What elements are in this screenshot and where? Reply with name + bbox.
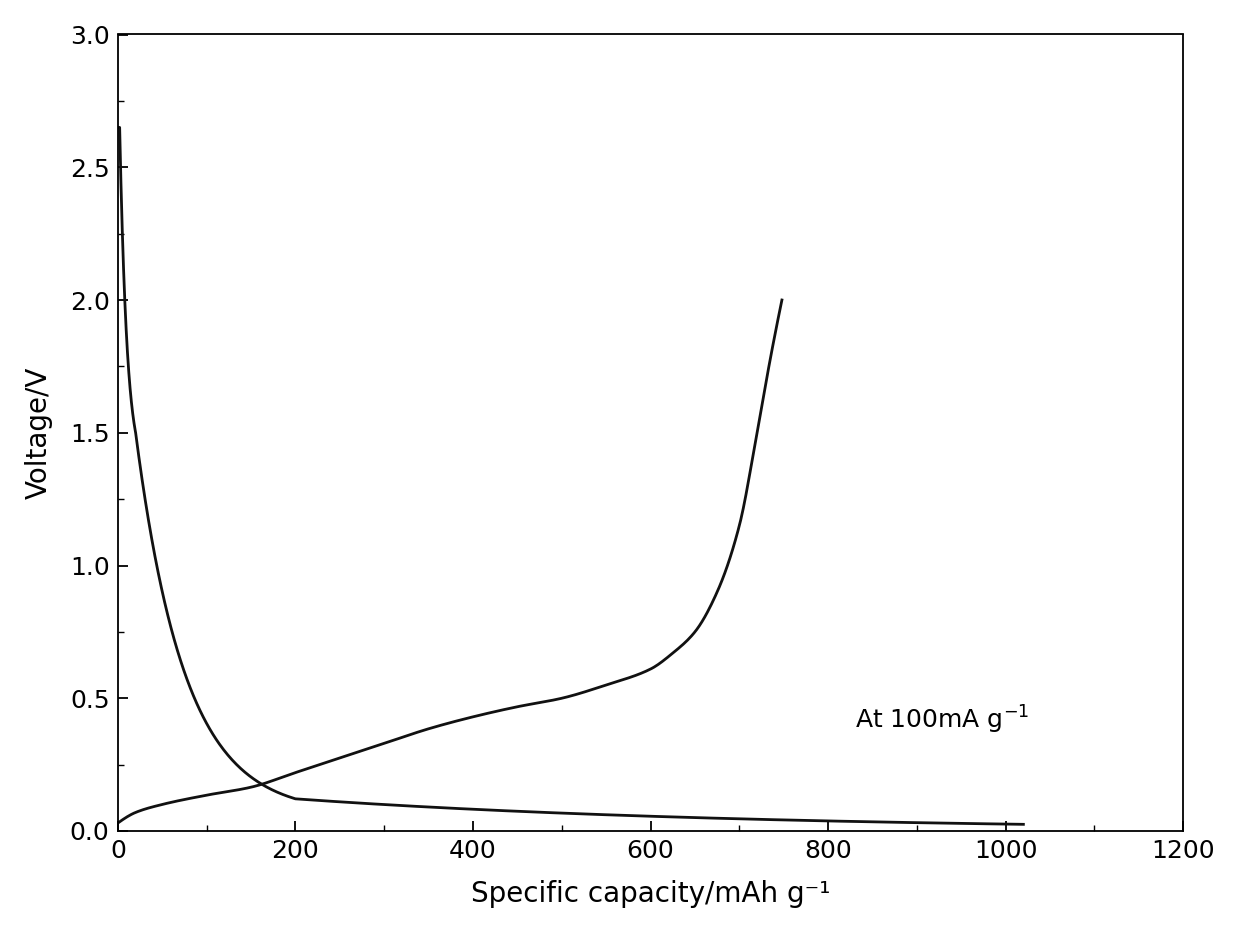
Text: At 100mA g$^{-1}$: At 100mA g$^{-1}$ xyxy=(854,703,1029,735)
Y-axis label: Voltage/V: Voltage/V xyxy=(25,367,53,499)
X-axis label: Specific capacity/mAh g⁻¹: Specific capacity/mAh g⁻¹ xyxy=(471,880,831,908)
